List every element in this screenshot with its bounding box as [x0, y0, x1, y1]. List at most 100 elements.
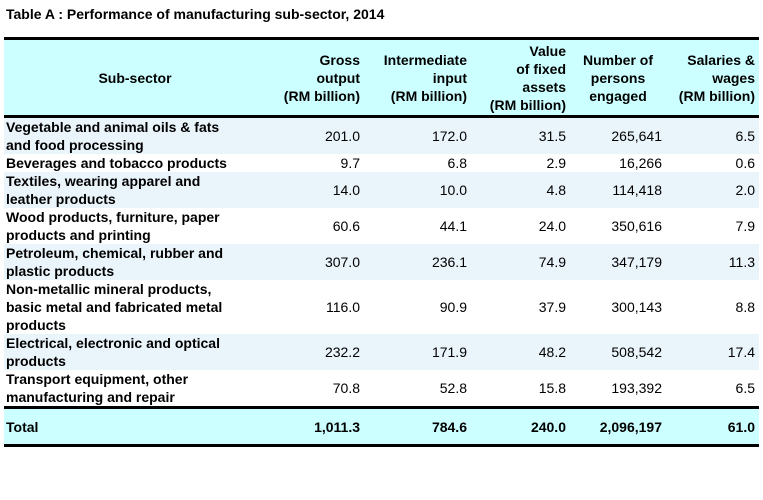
gross-output-cell: 14.0	[332, 182, 360, 198]
header-sub-sector: Sub-sector	[98, 69, 172, 86]
intermediate-input-cell: 90.9	[439, 299, 467, 315]
gross-output-cell: 116.0	[326, 299, 360, 315]
text-line: Value	[529, 42, 566, 59]
intermediate-input-cell: 171.9	[431, 344, 467, 360]
intermediate-input-cell: 52.8	[439, 380, 467, 396]
table-row: Transport equipment, other manufacturing …	[4, 370, 759, 408]
text-line: output	[316, 69, 360, 86]
persons-engaged-cell: 350,616	[611, 218, 662, 234]
total-persons-engaged: 2,096,197	[599, 418, 662, 435]
gross-output-cell: 70.8	[332, 380, 360, 396]
table-row: Vegetable and animal oils & fats and food…	[4, 116, 759, 155]
text-line: Transport equipment, other	[6, 371, 189, 387]
text-line: Non-metallic mineral products,	[6, 281, 212, 297]
text-line: and food processing	[6, 137, 144, 153]
persons-engaged-cell: 114,418	[612, 182, 662, 198]
text-line: manufacturing and repair	[6, 389, 175, 405]
sub-sector-name: Vegetable and animal oils & fats and food…	[4, 117, 266, 155]
fixed-assets-cell: 24.0	[538, 218, 566, 234]
sub-sector-name: Textiles, wearing apparel and leather pro…	[4, 172, 266, 208]
sub-sector-name: Electrical, electronic and optical produc…	[4, 334, 266, 370]
salaries-wages-cell: 6.5	[735, 128, 755, 144]
table-row: Petroleum, chemical, rubber and plastic p…	[4, 244, 759, 280]
fixed-assets-cell: 2.9	[546, 155, 566, 171]
text-line: Beverages and tobacco products	[6, 155, 227, 171]
total-row: Total 1,011.3 784.6 240.0 2,096,197 61.0	[4, 407, 759, 446]
header-persons-engaged: Number of persons engaged	[570, 39, 666, 117]
fixed-assets-cell: 48.2	[538, 344, 566, 360]
text-line: input	[432, 69, 467, 86]
total-intermediate-input: 784.6	[431, 418, 467, 435]
text-line: Electrical, electronic and optical	[6, 335, 220, 351]
sub-sector-name: Beverages and tobacco products	[4, 154, 266, 172]
text-line: products	[6, 353, 66, 369]
text-line: plastic products	[6, 263, 115, 279]
text-line: (RM billion)	[489, 96, 566, 113]
fixed-assets-cell: 31.5	[538, 128, 566, 144]
table-row: Beverages and tobacco products 9.7 6.8 2…	[4, 154, 759, 172]
text-line: Vegetable and animal oils & fats	[6, 119, 220, 135]
fixed-assets-cell: 4.8	[546, 182, 566, 198]
salaries-wages-cell: 6.5	[735, 380, 755, 396]
text-line: Petroleum, chemical, rubber and	[6, 245, 224, 261]
text-line: (RM billion)	[678, 87, 755, 104]
table-row: Electrical, electronic and optical produc…	[4, 334, 759, 370]
text-line: Wood products, furniture, paper	[6, 209, 220, 225]
fixed-assets-cell: 74.9	[538, 254, 566, 270]
gross-output-cell: 60.6	[332, 218, 360, 234]
table-row: Wood products, furniture, paper products …	[4, 208, 759, 244]
text-line: Gross	[319, 51, 360, 68]
text-line: (RM billion)	[390, 87, 467, 104]
text-line: products	[6, 317, 66, 333]
salaries-wages-cell: 17.4	[727, 344, 755, 360]
fixed-assets-cell: 37.9	[538, 299, 566, 315]
intermediate-input-cell: 172.0	[431, 128, 467, 144]
header-salaries-wages: Salaries & wages (RM billion)	[666, 39, 759, 117]
text-line: Number of	[583, 51, 653, 68]
table-title: Table A : Performance of manufacturing s…	[6, 6, 385, 22]
salaries-wages-cell: 8.8	[735, 299, 755, 315]
persons-engaged-cell: 193,392	[611, 380, 662, 396]
salaries-wages-cell: 2.0	[735, 182, 755, 198]
gross-output-cell: 232.2	[324, 344, 360, 360]
text-line: wages	[712, 69, 755, 86]
text-line: leather products	[6, 191, 116, 207]
header-row: Sub-sector Gross output (RM billion) Inter…	[4, 38, 759, 117]
sub-sector-name: Wood products, furniture, paper products …	[4, 208, 266, 244]
text-line: assets	[522, 78, 566, 95]
text-line: of fixed	[516, 60, 566, 77]
intermediate-input-cell: 236.1	[431, 254, 467, 270]
total-salaries-wages: 61.0	[727, 418, 755, 435]
gross-output-cell: 201.0	[324, 128, 360, 144]
total-label: Total	[6, 418, 39, 435]
fixed-assets-cell: 15.8	[538, 380, 566, 396]
text-line: basic metal and fabricated metal	[6, 299, 223, 315]
sub-sector-name: Non-metallic mineral products, basic meta…	[4, 280, 266, 334]
gross-output-cell: 307.0	[324, 254, 360, 270]
performance-table: Sub-sector Gross output (RM billion) Inter…	[4, 37, 759, 447]
table-row: Textiles, wearing apparel and leather pro…	[4, 172, 759, 208]
salaries-wages-cell: 11.3	[728, 254, 755, 270]
intermediate-input-cell: 10.0	[439, 182, 467, 198]
table-row: Non-metallic mineral products, basic meta…	[4, 280, 759, 334]
table-body: Vegetable and animal oils & fats and food…	[4, 116, 759, 408]
persons-engaged-cell: 300,143	[611, 299, 662, 315]
persons-engaged-cell: 347,179	[611, 254, 662, 270]
salaries-wages-cell: 0.6	[735, 155, 755, 171]
text-line: Textiles, wearing apparel and	[6, 173, 201, 189]
salaries-wages-cell: 7.9	[735, 218, 755, 234]
total-gross-output: 1,011.3	[314, 418, 360, 435]
header-intermediate-input: Intermediate input (RM billion)	[364, 39, 471, 117]
sub-sector-name: Petroleum, chemical, rubber and plastic p…	[4, 244, 266, 280]
header-gross-output: Gross output (RM billion)	[266, 39, 364, 117]
gross-output-cell: 9.7	[340, 155, 360, 171]
text-line: engaged	[589, 87, 647, 104]
text-line: persons	[590, 69, 646, 86]
text-line: Salaries &	[687, 51, 755, 68]
text-line: products and printing	[6, 227, 151, 243]
text-line: Intermediate	[383, 51, 467, 68]
persons-engaged-cell: 265,641	[611, 128, 662, 144]
sub-sector-name: Transport equipment, other manufacturing …	[4, 370, 266, 408]
header-fixed-assets: Value of fixed assets (RM billion)	[471, 39, 570, 117]
text-line: (RM billion)	[283, 87, 360, 104]
